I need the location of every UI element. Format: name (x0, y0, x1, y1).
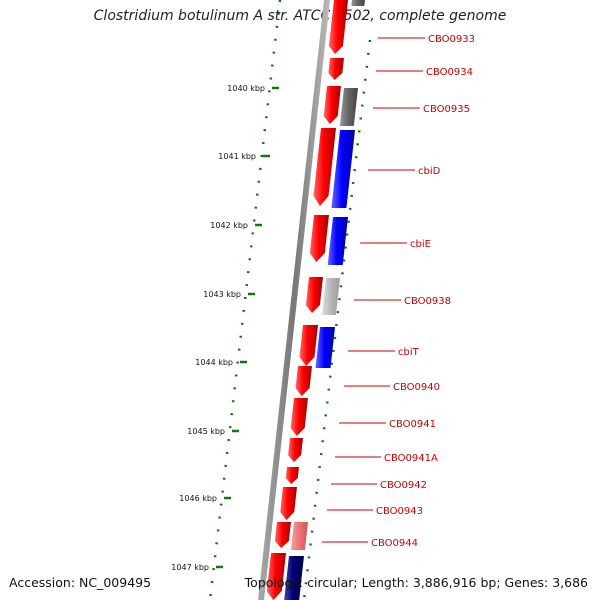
gene-arrow[interactable] (313, 128, 336, 206)
gene-arrow[interactable] (266, 553, 286, 600)
kbp-tick-label: 1044 kbp (195, 358, 233, 367)
gene-label[interactable]: CBO0941 (389, 419, 436, 430)
gene-arrow[interactable] (285, 467, 299, 484)
gene-arrow[interactable] (309, 215, 329, 262)
gene-block[interactable] (284, 556, 304, 600)
gene-label[interactable]: CBO0933 (428, 34, 475, 45)
gene-arrow[interactable] (280, 487, 297, 520)
inner-dotted-track (302, 39, 372, 600)
gene-label[interactable]: CBO0935 (423, 104, 470, 115)
kbp-tick-label: 1047 kbp (171, 563, 209, 572)
gene-label[interactable]: CBO0944 (371, 538, 418, 549)
kbp-tick-label: 1043 kbp (203, 290, 241, 299)
gene-label[interactable]: CBO0934 (426, 67, 473, 78)
gene-label[interactable]: CBO0940 (393, 382, 440, 393)
gene-arrow[interactable] (288, 438, 303, 462)
gene-label[interactable]: cbiT (398, 347, 420, 358)
gene-block[interactable] (290, 522, 308, 550)
map-title: Clostridium botulinum A str. ATCC 3502, … (93, 8, 507, 24)
gene-block[interactable] (331, 130, 355, 208)
gene-label[interactable]: cbiD (418, 166, 441, 177)
gene-arrow[interactable] (305, 277, 323, 313)
gene-label[interactable]: CBO0942 (380, 480, 427, 491)
kbp-tick-label: 1042 kbp (210, 221, 248, 230)
gene-arrow[interactable] (299, 325, 318, 366)
kbp-tick-label: 1046 kbp (179, 494, 217, 503)
kbp-tick-label: 1045 kbp (187, 427, 225, 436)
topology-text: Topology: circular; Length: 3,886,916 bp… (244, 575, 588, 590)
kbp-tick-label: 1040 kbp (227, 84, 265, 93)
gene-block[interactable] (351, 0, 365, 6)
gene-block[interactable] (315, 327, 335, 368)
gene-block[interactable] (339, 88, 358, 126)
gene-arrow[interactable] (274, 522, 291, 548)
accession-text: Accession: NC_009495 (9, 575, 152, 590)
kbp-tick-label: 1041 kbp (218, 152, 256, 161)
gene-arrow[interactable] (295, 366, 312, 396)
gene-arrow[interactable] (328, 0, 348, 54)
gene-arrow[interactable] (328, 58, 344, 80)
gene-label[interactable]: CBO0938 (404, 296, 451, 307)
gene-label[interactable]: CBO0941A (384, 453, 438, 464)
gene-arrow[interactable] (323, 86, 341, 124)
gene-arrow[interactable] (290, 398, 308, 436)
gene-block[interactable] (321, 278, 340, 315)
gene-block[interactable] (327, 217, 348, 265)
gene-label[interactable]: cbiE (410, 239, 431, 250)
gene-label[interactable]: CBO0943 (376, 506, 423, 517)
genome-backbone (258, 0, 330, 600)
